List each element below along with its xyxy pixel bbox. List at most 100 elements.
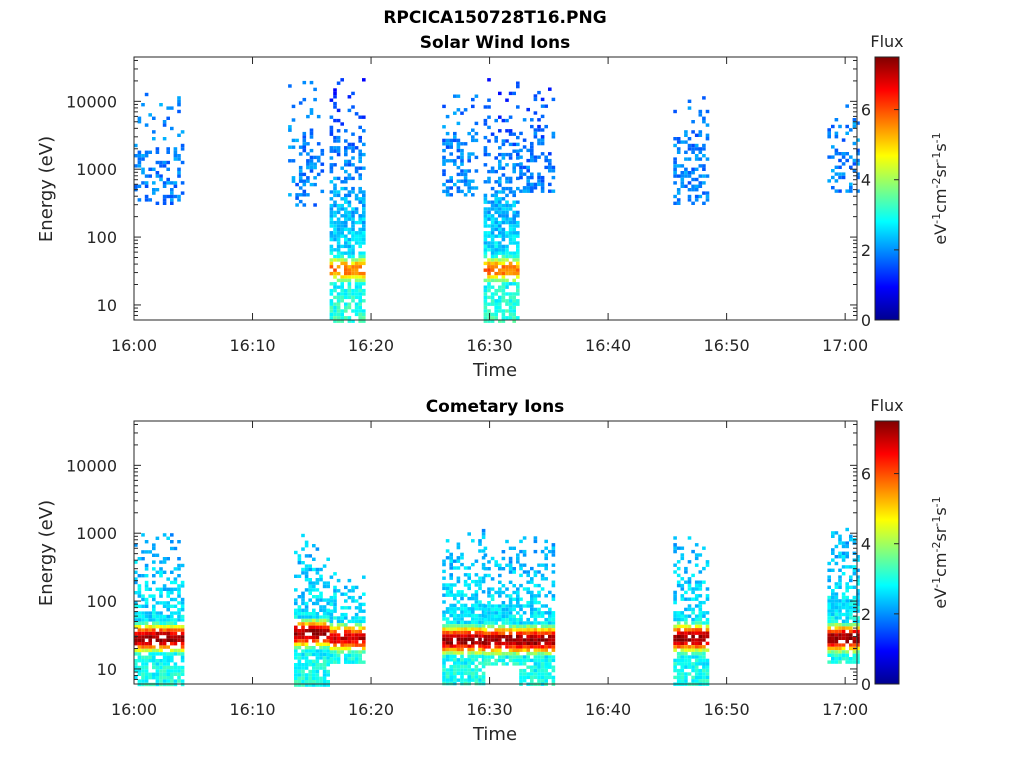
heat-cell — [148, 628, 152, 632]
heat-cell — [494, 139, 498, 143]
heat-cell — [481, 617, 486, 621]
heat-cell — [505, 638, 509, 642]
heat-cell — [498, 587, 502, 591]
heat-cell — [162, 669, 167, 673]
heat-cell — [320, 189, 325, 194]
heat-cell — [308, 612, 312, 616]
heat-cell — [516, 302, 520, 306]
heat-cell — [340, 234, 344, 238]
x-tick-label: 17:00 — [822, 336, 868, 355]
heat-cell — [170, 628, 174, 632]
heat-cell — [508, 237, 513, 242]
heat-cell — [684, 648, 688, 652]
heat-cell — [460, 630, 464, 635]
heat-cell — [519, 631, 523, 635]
heat-cell — [344, 653, 348, 658]
heat-cell — [838, 623, 842, 627]
heat-cell — [340, 282, 344, 286]
heat-cell — [530, 604, 534, 608]
heat-cell — [312, 680, 316, 684]
y-axis-label: Energy (eV) — [36, 136, 57, 242]
heat-cell — [680, 648, 685, 652]
heat-cell — [487, 271, 491, 276]
heat-cell — [134, 580, 138, 585]
heat-cell — [347, 302, 352, 306]
heat-cell — [516, 655, 520, 659]
heat-cell — [347, 193, 352, 198]
heat-cell — [533, 621, 538, 625]
heat-cell — [315, 673, 320, 677]
heat-cell — [673, 546, 677, 550]
heat-cell — [333, 609, 337, 613]
heat-cell — [297, 622, 302, 626]
heat-cell — [687, 194, 692, 199]
heat-cell — [494, 611, 498, 615]
heat-cell — [301, 618, 305, 623]
heat-cell — [831, 623, 835, 627]
heat-cell — [474, 138, 479, 143]
heat-cell — [344, 302, 348, 306]
heat-cell — [336, 254, 341, 259]
heat-cell — [336, 265, 341, 269]
heat-cell — [333, 589, 337, 593]
heat-cell — [512, 614, 516, 618]
heat-cell — [691, 597, 695, 601]
heat-cell — [540, 604, 545, 608]
heat-cell — [687, 665, 692, 669]
heat-cell — [336, 589, 341, 593]
heat-cell — [467, 131, 471, 136]
heat-cell — [530, 634, 534, 639]
heat-cell — [162, 601, 167, 605]
heat-cell — [329, 98, 334, 102]
heat-cell — [856, 606, 860, 610]
heat-cell — [827, 612, 831, 617]
heat-cell — [302, 189, 307, 194]
heat-cell — [358, 115, 362, 119]
heat-cell — [362, 254, 366, 259]
heat-cell — [358, 186, 362, 191]
heat-cell — [498, 210, 502, 215]
heat-cell — [344, 646, 348, 651]
heat-cell — [180, 665, 185, 670]
heat-cell — [351, 91, 355, 96]
heat-cell — [501, 197, 506, 201]
heat-cell — [537, 607, 541, 612]
heat-cell — [304, 554, 309, 558]
heat-cell — [522, 189, 527, 193]
heat-cell — [698, 570, 703, 574]
heat-cell — [540, 138, 545, 142]
heat-cell — [544, 675, 548, 680]
heat-cell — [322, 622, 327, 626]
heat-cell — [315, 571, 320, 575]
heat-cell — [522, 658, 527, 663]
heat-cell — [827, 155, 831, 159]
heat-cell — [162, 137, 167, 141]
heat-cell — [831, 643, 835, 647]
heat-cell — [698, 583, 703, 588]
heat-cell — [144, 154, 149, 158]
heat-cell — [467, 573, 471, 577]
heat-cell — [516, 292, 520, 296]
heat-cell — [340, 220, 344, 225]
heat-cell — [141, 642, 145, 646]
heat-cell — [512, 607, 516, 612]
heat-cell — [487, 275, 491, 279]
heat-cell — [512, 655, 516, 659]
heat-cell — [494, 658, 498, 663]
heat-cell — [481, 613, 486, 618]
heat-cell — [322, 659, 327, 663]
heat-cell — [490, 312, 495, 317]
heat-cell — [841, 643, 846, 647]
heat-cell — [329, 180, 334, 184]
heat-cell — [548, 162, 552, 166]
heat-cell — [320, 152, 325, 156]
heat-cell — [487, 635, 491, 639]
heat-cell — [481, 590, 486, 594]
heat-cell — [312, 632, 316, 636]
heat-cell — [676, 658, 681, 663]
heat-cell — [533, 662, 538, 666]
heat-cell — [460, 148, 464, 153]
heat-cell — [456, 138, 461, 143]
heat-cell — [487, 302, 491, 306]
heat-cell — [487, 567, 491, 571]
